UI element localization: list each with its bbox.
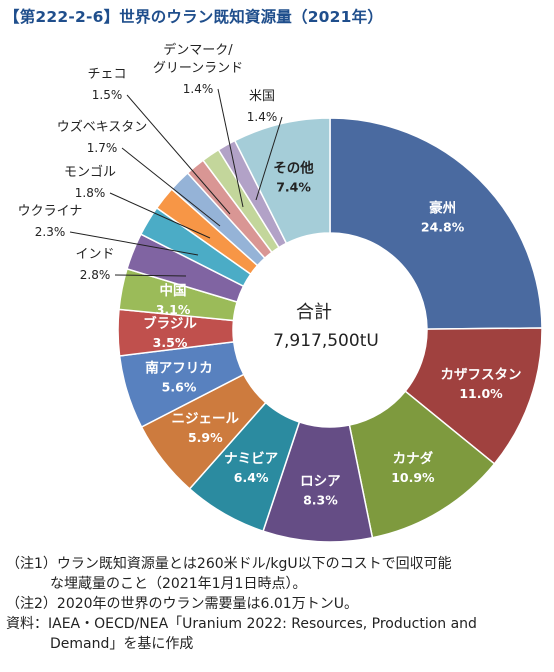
slice-label-ブラジル: ブラジル [143, 315, 197, 332]
slice-value-ウズベキスタン: 1.7% [87, 141, 118, 155]
leader-line-チェコ [126, 94, 231, 215]
slice-label-カザフスタン: カザフスタン [441, 367, 522, 383]
leader-line-ウズベキスタン [121, 147, 221, 227]
center-label: 合計 [296, 302, 332, 323]
slice-label-ウズベキスタン: ウズベキスタン [57, 119, 148, 135]
slice-value-中国: 3.1% [156, 302, 191, 317]
slice-label-豪州: 豪州 [429, 199, 456, 216]
slice-value-デンマーク-グリーンランド: 1.4% [183, 82, 214, 96]
slice-豪州 [329, 117, 543, 330]
note-2: （注2）2020年の世界のウラン需要量は6.01万トンU。 [6, 596, 358, 612]
slice-value-その他: 7.4% [276, 179, 311, 194]
slice-value-チェコ: 1.5% [92, 88, 123, 102]
slice-value-ブラジル: 3.5% [153, 335, 188, 350]
note-1: （注1）ウラン既知資源量とは260米ドル/kgU以下のコストで回収可能 [6, 556, 452, 572]
slice-value-ウクライナ: 2.3% [35, 225, 66, 239]
slice-label-インド: インド [75, 247, 114, 262]
slice-label-ナミビア: ナミビア [224, 451, 278, 467]
chart-title: 【第222-2-6】世界のウラン既知資源量（2021年） [4, 8, 384, 26]
leader-line-ウクライナ [69, 231, 199, 256]
slice-label-南アフリカ: 南アフリカ [145, 360, 213, 377]
slice-label-中国: 中国 [160, 282, 187, 299]
slice-value-ロシア: 8.3% [303, 493, 338, 508]
slice-value-インド: 2.8% [80, 268, 111, 282]
note-1-continued: な埋蔵量のこと（2021年1月1日時点）。 [50, 576, 307, 592]
leader-line-デンマーク-グリーンランド [217, 88, 244, 208]
slice-label-ニジェール: ニジェール [172, 411, 240, 427]
slice-label-その他: その他 [273, 159, 314, 176]
slice-label-カナダ: カナダ [393, 450, 434, 467]
slice-label-デンマーク-グリーンランド-line2: グリーンランド [153, 61, 243, 76]
leader-line-米国 [255, 116, 283, 201]
slice-label-デンマーク-グリーンランド: デンマーク/ [163, 42, 233, 58]
slice-value-南アフリカ: 5.6% [162, 380, 197, 395]
notes-section: （注1）ウラン既知資源量とは260米ドル/kgU以下のコストで回収可能 な埋蔵量… [6, 554, 550, 654]
center-value: 7,917,500tU [273, 331, 379, 351]
leader-line-インド [114, 274, 187, 277]
slice-value-ニジェール: 5.9% [188, 430, 223, 445]
source-note-continued: Demand」を基に作成 [50, 636, 194, 652]
slice-label-チェコ: チェコ [87, 67, 126, 82]
slice-label-ロシア: ロシア [300, 474, 341, 490]
slice-label-米国: 米国 [249, 89, 275, 104]
donut-chart: 豪州 24.8% カザフスタン 11.0% カナダ 10.9% ロシア 8.3% ナミビア 6.4… [18, 42, 543, 543]
source-note: 資料：IAEA・OECD/NEA「Uranium 2022: Resources… [6, 616, 477, 632]
slice-value-モンゴル: 1.8% [75, 186, 106, 200]
slice-value-カザフスタン: 11.0% [459, 386, 503, 401]
slice-value-豪州: 24.8% [421, 219, 465, 234]
slice-value-米国: 1.4% [247, 110, 278, 124]
slice-label-ウクライナ: ウクライナ [18, 204, 83, 219]
leader-line-モンゴル [109, 192, 211, 239]
slice-その他 [233, 117, 331, 245]
slice-value-ナミビア: 6.4% [234, 470, 269, 485]
slice-label-モンゴル: モンゴル [64, 164, 116, 180]
slice-value-カナダ: 10.9% [391, 470, 435, 485]
